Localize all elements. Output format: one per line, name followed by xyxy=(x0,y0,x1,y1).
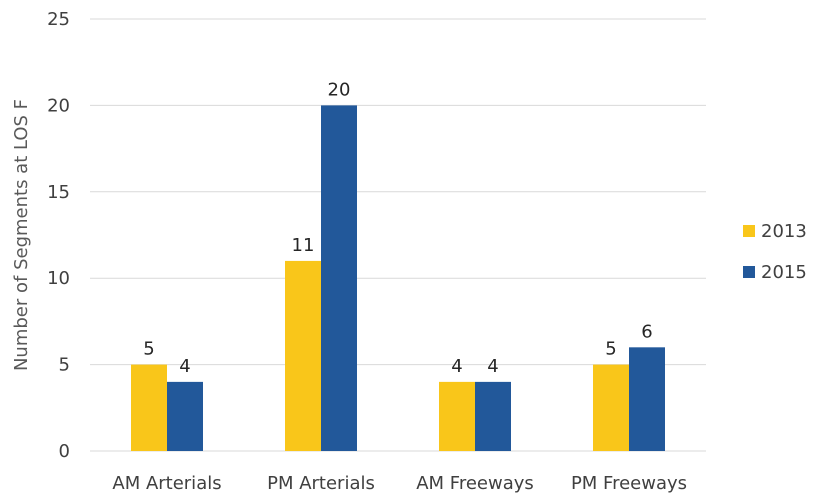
data-label: 4 xyxy=(179,356,190,377)
bar-2015 xyxy=(167,381,203,451)
data-label: 6 xyxy=(641,321,652,342)
y-tick-label: 15 xyxy=(47,182,70,203)
y-tick-label: 0 xyxy=(59,441,70,462)
legend-label: 2015 xyxy=(761,262,807,283)
data-label: 20 xyxy=(328,79,351,100)
bar-2015 xyxy=(321,105,357,452)
data-label: 4 xyxy=(451,356,462,377)
y-axis-label: Number of Segments at LOS F xyxy=(11,99,32,371)
legend: 2013 2015 xyxy=(743,221,807,283)
y-tick-label: 20 xyxy=(47,95,70,116)
legend-label: 2013 xyxy=(761,221,807,242)
bars xyxy=(131,105,665,452)
data-label: 5 xyxy=(605,339,616,360)
data-label: 5 xyxy=(143,339,154,360)
legend-swatch-2015 xyxy=(743,266,755,278)
x-category-label: PM Arterials xyxy=(267,473,375,494)
legend-swatch-2013 xyxy=(743,225,755,237)
bar-2013 xyxy=(593,364,629,451)
bar-2015 xyxy=(475,381,511,451)
x-category-label: AM Freeways xyxy=(416,473,534,494)
x-category-label: PM Freeways xyxy=(571,473,687,494)
x-category-label: AM Arterials xyxy=(112,473,221,494)
y-tick-label: 10 xyxy=(47,268,70,289)
bar-2013 xyxy=(439,381,475,451)
bar-2013 xyxy=(285,260,321,451)
bar-2015 xyxy=(629,347,665,451)
y-axis-ticks: 0 5 10 15 20 25 xyxy=(47,9,70,462)
y-tick-label: 5 xyxy=(59,355,70,376)
data-labels: 5 4 11 20 4 4 5 6 xyxy=(143,79,652,376)
bar-2013 xyxy=(131,364,167,451)
x-axis-categories: AM Arterials PM Arterials AM Freeways PM Fr… xyxy=(112,473,687,494)
data-label: 11 xyxy=(292,235,315,256)
data-label: 4 xyxy=(487,356,498,377)
y-tick-label: 25 xyxy=(47,9,70,30)
